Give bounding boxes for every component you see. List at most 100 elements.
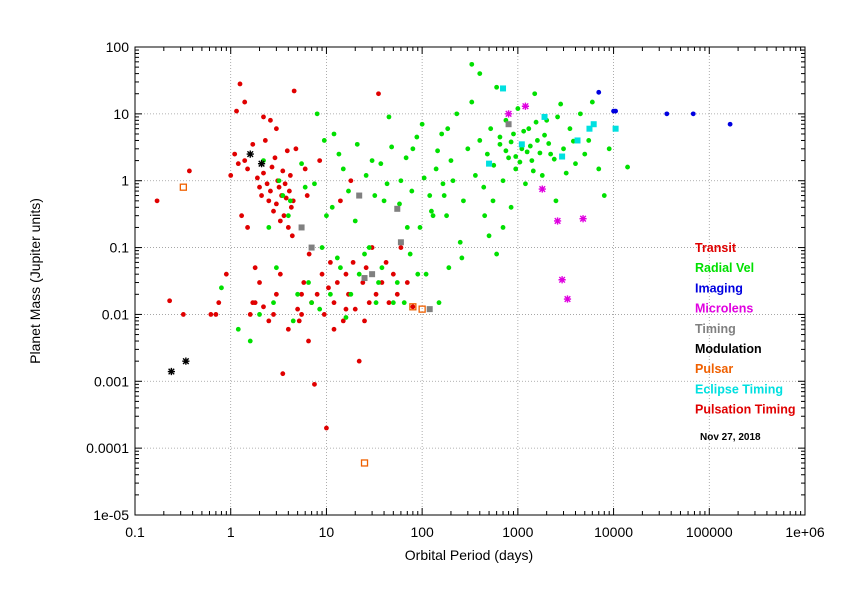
radial-vel-point bbox=[403, 155, 409, 161]
y-tick-label: 10 bbox=[113, 106, 129, 122]
transit-point bbox=[250, 300, 256, 306]
eclipse-timing-point bbox=[541, 113, 548, 120]
y-tick-label: 100 bbox=[106, 39, 130, 55]
transit-point bbox=[362, 318, 367, 324]
pulsar-point bbox=[418, 305, 426, 313]
transit-point bbox=[314, 291, 320, 297]
radial-vel-point bbox=[324, 213, 329, 219]
radial-vel-point bbox=[306, 280, 311, 285]
radial-vel-point bbox=[488, 126, 494, 132]
data-points bbox=[154, 61, 733, 467]
radial-vel-point bbox=[309, 300, 315, 306]
microlens-point bbox=[563, 295, 572, 303]
imaging-point bbox=[613, 108, 618, 114]
radial-vel-point bbox=[527, 143, 533, 149]
pulsar-point bbox=[360, 459, 369, 467]
transit-point bbox=[234, 108, 239, 114]
radial-vel-point bbox=[542, 132, 547, 138]
transit-point bbox=[319, 271, 325, 277]
radial-vel-point bbox=[404, 225, 410, 230]
transit-point bbox=[269, 164, 275, 170]
date-label: Nov 27, 2018 bbox=[700, 432, 761, 443]
radial-vel-point bbox=[429, 208, 434, 214]
pulsar-point bbox=[179, 183, 188, 191]
radial-vel-point bbox=[433, 166, 439, 172]
x-tick-label: 1e+06 bbox=[785, 524, 825, 540]
radial-vel-point bbox=[266, 225, 272, 230]
radial-vel-point bbox=[302, 184, 308, 190]
transit-point bbox=[208, 312, 214, 317]
timing-point bbox=[298, 224, 305, 231]
radial-vel-point bbox=[534, 138, 540, 143]
radial-vel-point bbox=[586, 138, 592, 143]
transit-point bbox=[261, 304, 266, 310]
modulation-point bbox=[246, 150, 254, 158]
x-tick-label: 0.1 bbox=[125, 524, 145, 540]
radial-vel-point bbox=[448, 158, 454, 163]
radial-vel-point bbox=[285, 213, 291, 219]
legend-entry-radial-vel: Radial Vel bbox=[695, 261, 754, 275]
transit-point bbox=[331, 326, 337, 332]
radial-vel-point bbox=[384, 181, 390, 187]
transit-point bbox=[398, 245, 404, 250]
radial-vel-point bbox=[372, 193, 378, 198]
transit-point bbox=[360, 280, 366, 285]
radial-vel-point bbox=[494, 84, 500, 90]
microlens-point bbox=[579, 215, 587, 223]
radial-vel-point bbox=[511, 131, 516, 137]
radial-vel-point bbox=[414, 134, 420, 140]
radial-vel-point bbox=[439, 131, 445, 137]
transit-point bbox=[321, 312, 327, 317]
radial-vel-point bbox=[334, 255, 340, 261]
transit-point bbox=[295, 306, 301, 312]
radial-vel-point bbox=[529, 158, 535, 163]
radial-vel-point bbox=[551, 156, 557, 162]
transit-point bbox=[293, 146, 299, 152]
y-tick-label: 0.1 bbox=[110, 240, 130, 256]
transit-point bbox=[376, 91, 381, 97]
radial-vel-point bbox=[327, 291, 333, 297]
eclipse-timing-point bbox=[586, 125, 593, 132]
y-tick-label: 0.0001 bbox=[86, 440, 129, 456]
transit-point bbox=[340, 318, 346, 324]
eclipse-timing-point bbox=[612, 125, 619, 132]
imaging-point bbox=[727, 121, 733, 127]
transit-point bbox=[301, 280, 307, 285]
radial-vel-point bbox=[369, 158, 375, 163]
radial-vel-point bbox=[532, 91, 538, 97]
radial-vel-point bbox=[508, 204, 514, 210]
transit-point bbox=[285, 326, 291, 332]
transit-point bbox=[245, 225, 250, 230]
timing-point bbox=[308, 244, 315, 251]
transit-point bbox=[273, 291, 279, 297]
transit-point bbox=[273, 126, 279, 132]
y-axis-label: Planet Mass (Jupiter units) bbox=[27, 198, 43, 364]
radial-vel-point bbox=[354, 141, 360, 147]
radial-vel-point bbox=[450, 178, 456, 184]
radial-vel-point bbox=[340, 166, 346, 172]
legend-entry-microlens: Microlens bbox=[695, 302, 753, 316]
transit-point bbox=[404, 280, 410, 285]
radial-vel-point bbox=[500, 225, 506, 230]
radial-vel-point bbox=[390, 300, 396, 306]
radial-vel-point bbox=[472, 173, 478, 178]
eclipse-timing-point bbox=[559, 153, 566, 160]
radial-vel-point bbox=[397, 201, 402, 207]
radial-vel-point bbox=[348, 291, 354, 297]
transit-point bbox=[271, 312, 276, 317]
radial-vel-point bbox=[601, 193, 607, 198]
plot-frame bbox=[134, 46, 806, 516]
radial-vel-point bbox=[430, 213, 436, 219]
radial-vel-point bbox=[444, 213, 449, 219]
transit-point bbox=[280, 371, 286, 377]
transit-point bbox=[223, 271, 229, 277]
radial-vel-point bbox=[280, 193, 286, 198]
radial-vel-point bbox=[381, 198, 387, 204]
radial-vel-point bbox=[441, 193, 447, 198]
transit-point bbox=[281, 213, 287, 219]
transit-point bbox=[284, 148, 290, 154]
radial-vel-point bbox=[539, 173, 545, 178]
transit-point bbox=[306, 251, 312, 257]
radial-vel-point bbox=[546, 141, 552, 146]
transit-point bbox=[288, 204, 294, 210]
